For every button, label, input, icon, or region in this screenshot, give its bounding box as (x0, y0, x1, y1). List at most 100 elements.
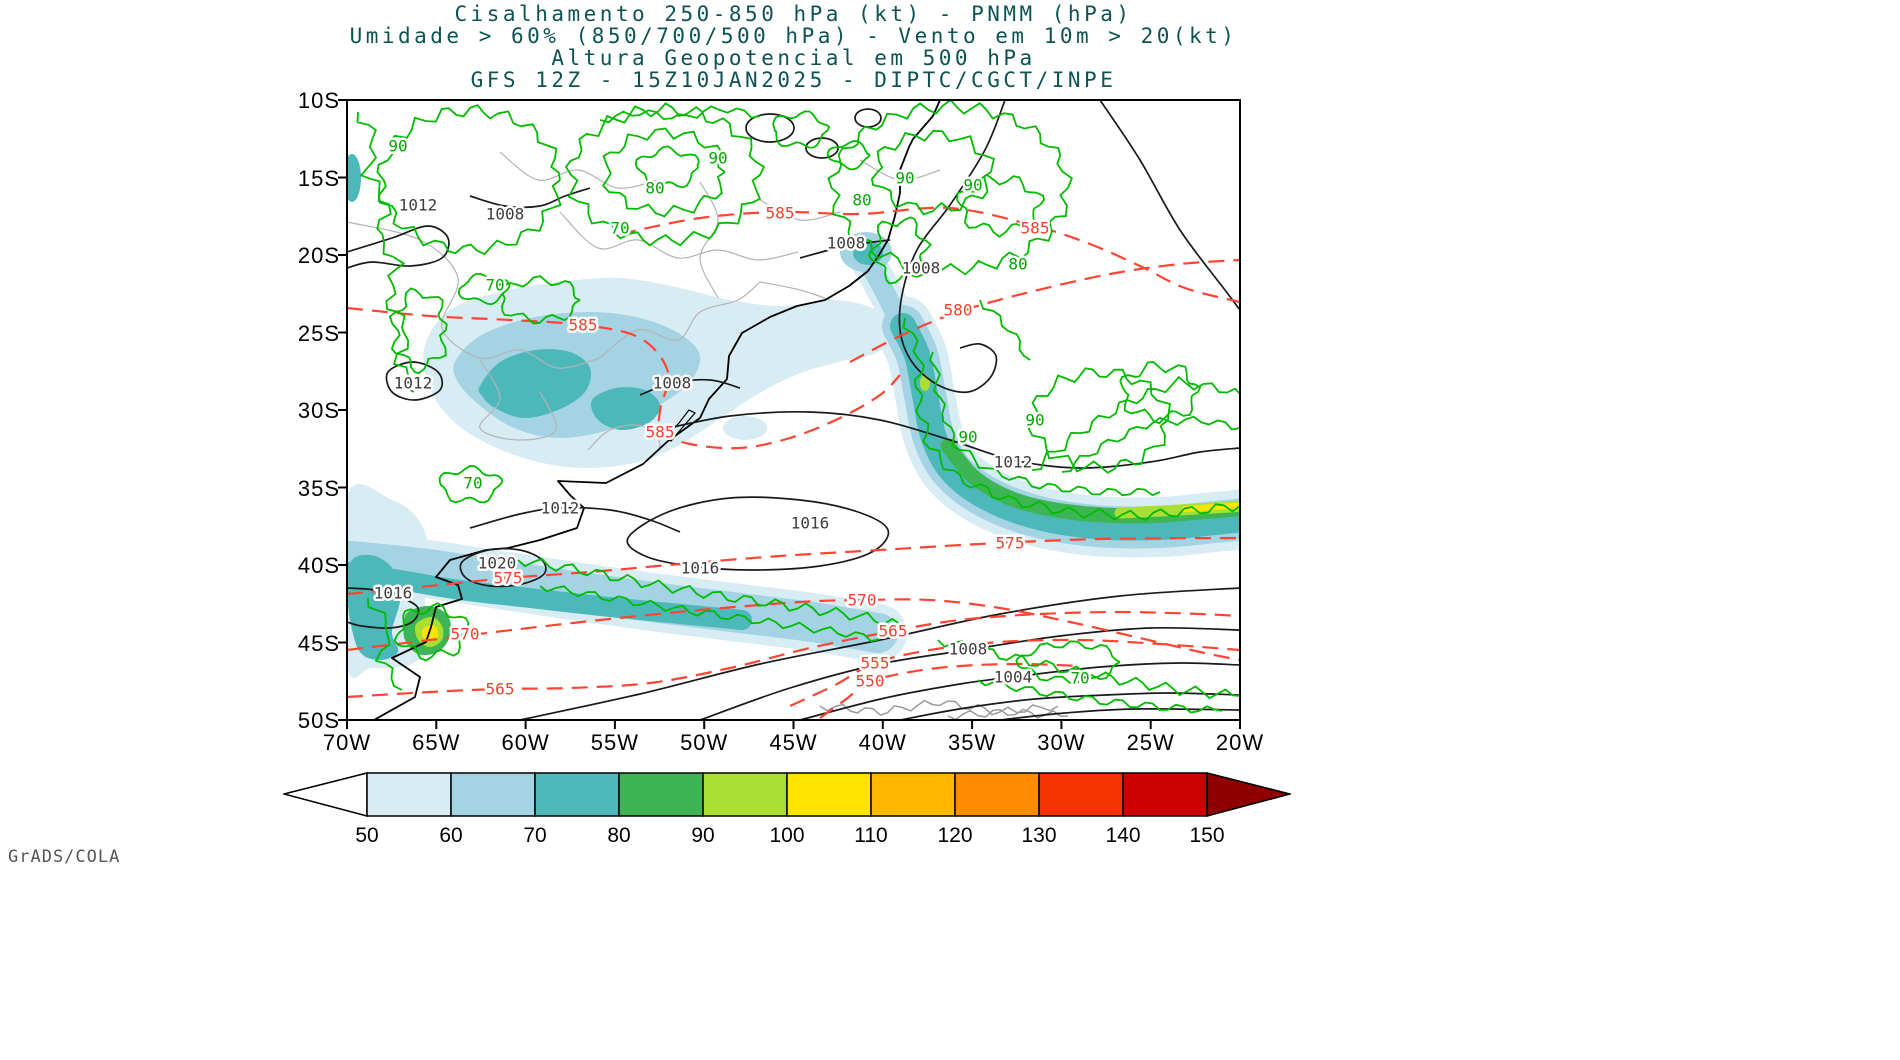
lat-label: 40S (297, 553, 340, 578)
contour-label: 1012 (394, 374, 433, 393)
pressure-contour (805, 137, 839, 159)
humidity-contour (457, 273, 511, 306)
height-contour (347, 610, 1240, 699)
colorbar-label: 120 (937, 824, 973, 847)
contour-label: 565 (486, 680, 515, 699)
contour-label: 70 (610, 219, 629, 238)
colorbar-segment (786, 772, 872, 817)
state-border (499, 151, 659, 189)
shade-region (590, 387, 661, 431)
contour-label: 580 (944, 301, 973, 320)
colorbar-right-arrow (1206, 772, 1291, 817)
height-contour (347, 536, 1240, 596)
pressure-contour (999, 708, 1240, 720)
pressure-contour (469, 506, 681, 533)
state-border (559, 211, 799, 261)
map-title: Cisalhamento 250-850 hPa (kt) - PNMM (hP… (347, 3, 1240, 91)
humidity-contour (1119, 361, 1202, 425)
humidity-contour (517, 557, 901, 626)
humidity-contour (937, 639, 1240, 700)
humidity-contour (902, 317, 1240, 522)
contour-label: 575 (494, 569, 523, 588)
colorbar (283, 772, 1291, 817)
shade-band (1182, 502, 1240, 512)
contour-label: 1008 (653, 374, 692, 393)
humidity-contour (356, 111, 415, 393)
humidity-contour (1061, 415, 1240, 473)
colorbar-segment (618, 772, 704, 817)
lon-label: 65W (412, 730, 461, 755)
contour-label: 1016 (374, 584, 413, 603)
colorbar-label: 100 (769, 824, 805, 847)
colorbar-label: 80 (607, 824, 631, 847)
lon-label: 40W (858, 730, 907, 755)
title-line-2: Umidade > 60% (850/700/500 hPa) - Vento … (349, 24, 1238, 48)
contour-label: 565 (879, 622, 908, 641)
lon-label: 25W (1126, 730, 1175, 755)
colorbar-segment (954, 772, 1040, 817)
colorbar-label: 70 (523, 824, 547, 847)
height-contour (789, 638, 1240, 707)
lon-label: 50W (680, 730, 729, 755)
humidity-contour (599, 105, 761, 124)
contour-label: 1012 (399, 196, 438, 215)
contour-label: 585 (646, 423, 675, 442)
coastline (373, 100, 941, 720)
contour-label: 70 (1070, 669, 1089, 688)
pressure-contour (1099, 100, 1240, 311)
lagoon (665, 409, 696, 442)
contour-label: 570 (451, 625, 480, 644)
lat-label: 15S (297, 165, 340, 191)
colorbar-segment (1122, 772, 1208, 817)
colorbar-segment (450, 772, 536, 817)
title-line-1: Cisalhamento 250-850 hPa (kt) - PNMM (hP… (454, 2, 1133, 26)
contour-label: 585 (766, 204, 795, 223)
pressure-contour (899, 692, 1240, 720)
humidity-contour (1015, 640, 1121, 684)
humidity-contour (867, 216, 932, 285)
contour-label: 570 (848, 591, 877, 610)
contour-label: 555 (861, 654, 890, 673)
pressure-contour (469, 187, 591, 209)
lat-label: 30S (297, 398, 340, 423)
contour-label: 80 (1008, 255, 1027, 274)
contour-label: 90 (963, 176, 982, 195)
state-border (599, 281, 761, 359)
colorbar-segment (870, 772, 956, 817)
contour-label: 1008 (486, 205, 525, 224)
contour-label: 1016 (681, 559, 720, 578)
lon-label: 70W (322, 730, 372, 755)
contour-label: 1008 (949, 640, 988, 659)
height-contour (347, 598, 1240, 662)
colorbar-label: 130 (1021, 824, 1057, 847)
humidity-contour (388, 287, 448, 375)
contour-label: 585 (1021, 219, 1050, 238)
lon-label: 35W (947, 730, 997, 755)
contour-label: 585 (569, 316, 598, 335)
humidity-contour (1027, 367, 1172, 474)
humidity-contour (772, 110, 831, 149)
colorbar-segment (702, 772, 788, 817)
height-contour (849, 258, 1240, 363)
contour-label: 550 (856, 672, 885, 691)
humidity-contour (564, 102, 766, 247)
humidity-contour (367, 597, 403, 691)
contour-label: 1020 (478, 554, 517, 573)
grads-credit: GrADS/COLA (8, 847, 121, 867)
contour-label: 70 (463, 474, 482, 493)
pressure-contour (347, 225, 450, 269)
pressure-contour (854, 108, 882, 128)
lat-label: 10S (297, 88, 340, 113)
contour-label: 90 (958, 428, 977, 447)
wind-contour (947, 708, 1069, 720)
humidity-contour (928, 351, 1161, 497)
contour-label: 90 (708, 149, 727, 168)
contour-label: 1012 (994, 453, 1033, 472)
lon-label: 45W (769, 730, 818, 755)
contour-label: 90 (388, 137, 407, 156)
colorbar-label: 140 (1105, 824, 1141, 847)
lon-label: 30W (1037, 730, 1086, 755)
contour-label: 90 (895, 169, 914, 188)
height-contour (347, 306, 901, 450)
